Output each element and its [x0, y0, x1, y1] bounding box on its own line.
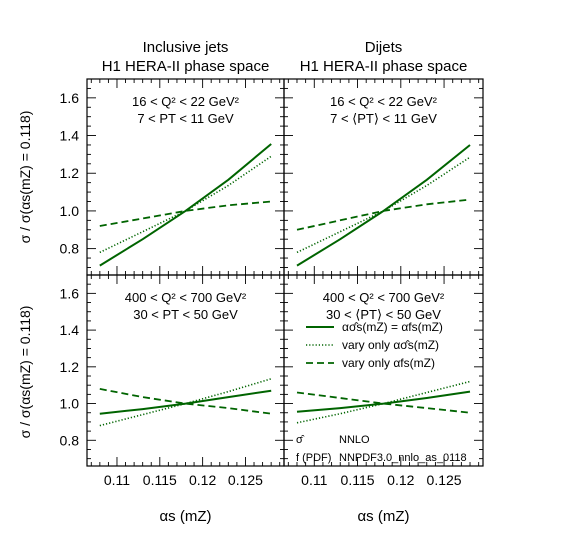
legend-label: ασ̂s(mZ) = αfs(mZ) [342, 320, 443, 334]
y-tick-label: 1.0 [60, 396, 80, 412]
panel-annotation-line1: 16 < Q² < 22 GeV² [330, 94, 438, 109]
panel-annotation-line2: 7 < ⟨PT⟩ < 11 GeV [330, 111, 437, 126]
series-line-solid [296, 144, 471, 267]
note-value: NNPDF3.0_nnlo_as_0118 [339, 452, 467, 464]
legend-label: vary only αfs(mZ) [342, 356, 435, 370]
note-value: NNLO [339, 434, 370, 446]
panel-annotation-line2: 30 < PT < 50 GeV [133, 307, 238, 322]
panel-annotation-line2: 7 < PT < 11 GeV [137, 111, 234, 126]
x-tick-label: 0.12 [387, 472, 414, 488]
panel-annotation-line1: 400 < Q² < 700 GeV² [323, 290, 445, 305]
x-tick-label: 0.11 [104, 472, 130, 488]
note-key: f (PDF) [296, 452, 331, 464]
x-tick-label: 0.125 [228, 472, 263, 488]
y-tick-label: 1.2 [60, 359, 80, 375]
x-axis-label: αs (mZ) [160, 508, 212, 525]
panel-bottom-right: 0.11 0.115 0.12 0.125 400 < Q² < 700 GeV² 30 … [283, 274, 484, 488]
series-line-dashed [296, 198, 471, 231]
y-tick-label: 1.0 [60, 203, 80, 219]
method-notes: σ̂ NNLO f (PDF) NNPDF3.0_nnlo_as_0118 [296, 434, 467, 464]
panel-annotation-line1: 400 < Q² < 700 GeV² [125, 290, 247, 305]
column-title-line1: Inclusive jets [143, 39, 229, 56]
panel-annotation-line2: 30 < ⟨PT⟩ < 50 GeV [326, 307, 441, 322]
series-line-solid [99, 389, 272, 415]
panel-top-left: 0.8 1.0 1.2 1.4 1.6 16 < Q² < 22 GeV² 7 < PT <… [60, 78, 285, 276]
y-tick-label: 1.2 [60, 165, 80, 181]
series-line-dotted [99, 378, 272, 427]
y-tick-label: 1.4 [60, 128, 80, 144]
y-tick-label: 1.6 [60, 285, 80, 301]
series-line-solid [99, 143, 272, 267]
y-tick-label: 0.8 [60, 432, 80, 448]
x-tick-label: 0.115 [143, 472, 177, 488]
chart-panels: 0.8 1.0 1.2 1.4 1.6 16 < Q² < 22 GeV² 7 < PT <… [60, 78, 484, 488]
x-tick-label: 0.115 [341, 472, 375, 488]
column-title-line2: H1 HERA-II phase space [300, 58, 468, 75]
y-tick-label: 1.6 [60, 90, 80, 106]
column-title-line2: H1 HERA-II phase space [102, 58, 270, 75]
series-line-dashed [99, 200, 272, 227]
column-titles: Inclusive jets H1 HERA-II phase space Dije… [102, 39, 468, 75]
y-axis-label: σ / σ(αs(mZ) = 0.118) [17, 111, 33, 244]
y-tick-label: 1.4 [60, 322, 80, 338]
y-axis-label: σ / σ(αs(mZ) = 0.118) [17, 306, 33, 439]
panel-annotation-line1: 16 < Q² < 22 GeV² [132, 94, 240, 109]
column-title-line1: Dijets [365, 39, 403, 56]
note-key: σ̂ [296, 434, 305, 446]
x-tick-label: 0.11 [301, 472, 327, 488]
legend: ασ̂s(mZ) = αfs(mZ) vary only ασ̂s(mZ) vary… [306, 320, 443, 370]
x-axis-label: αs (mZ) [358, 508, 410, 525]
series-line-solid [296, 390, 471, 413]
axis-labels: αs (mZ) αs (mZ) σ / σ(αs(mZ) = 0.118) σ / σ… [17, 111, 410, 525]
legend-label: vary only ασ̂s(mZ) [342, 338, 439, 352]
x-tick-label: 0.125 [427, 472, 462, 488]
y-tick-label: 0.8 [60, 241, 80, 257]
series-line-dotted [296, 156, 471, 254]
x-tick-label: 0.12 [189, 472, 216, 488]
panel-bottom-left: 0.8 1.0 1.2 1.4 1.6 0.11 0.115 0.12 0.125 400 < Q… [60, 274, 285, 488]
series-line-dashed [296, 391, 471, 414]
series-line-dashed [99, 388, 272, 415]
panel-top-right: 16 < Q² < 22 GeV² 7 < ⟨PT⟩ < 11 GeV [283, 78, 484, 276]
series-line-dotted [296, 380, 471, 424]
